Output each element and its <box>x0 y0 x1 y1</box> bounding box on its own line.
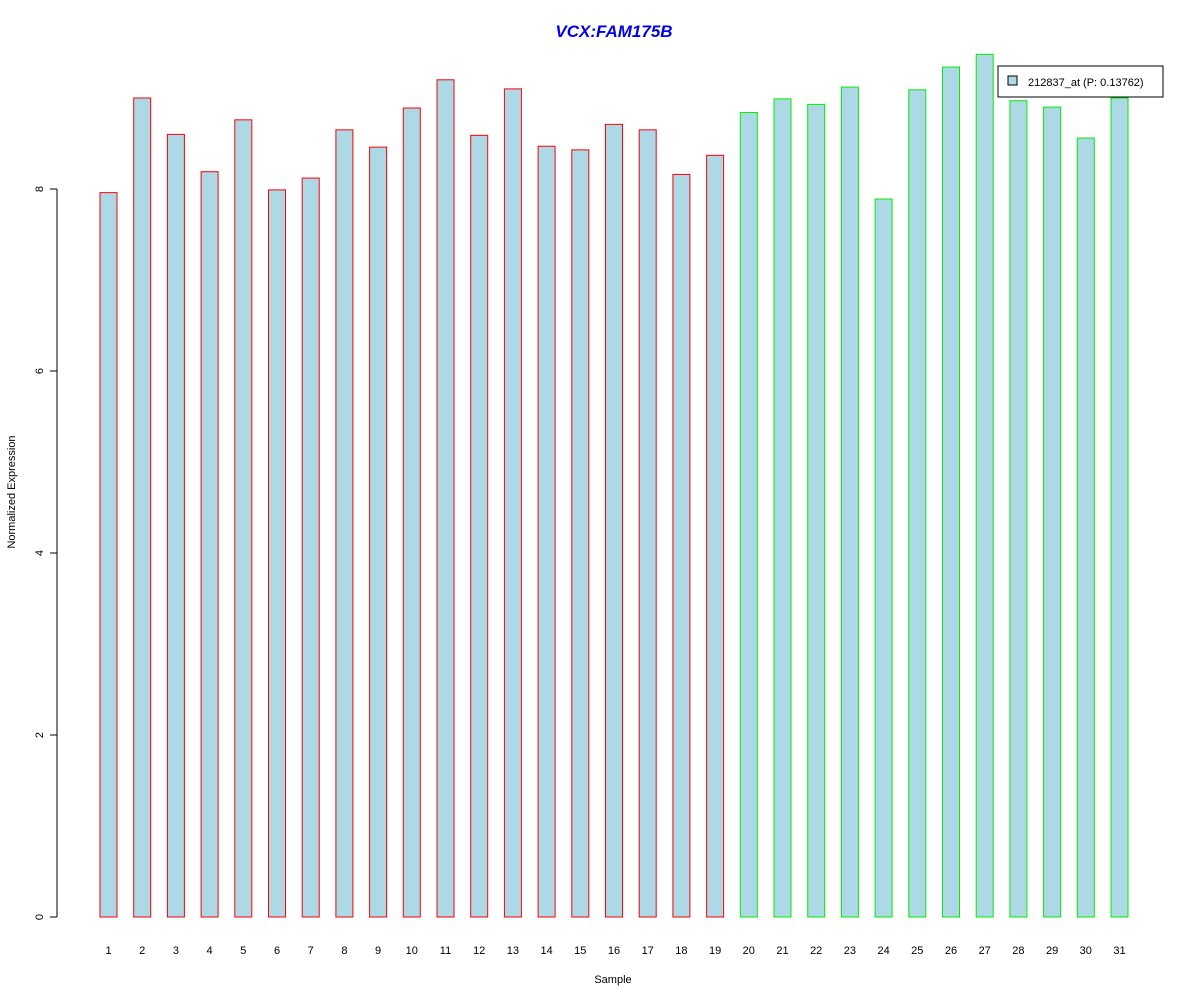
x-tick-label: 28 <box>1012 945 1024 957</box>
bar-sample-20 <box>739 112 758 918</box>
x-tick-label: 9 <box>375 945 381 957</box>
bar-sample-12 <box>470 134 489 918</box>
y-tick-label: 2 <box>34 732 46 738</box>
x-tick-label: 26 <box>945 945 957 957</box>
bar-sample-27 <box>975 53 994 918</box>
x-tick-label: 19 <box>709 945 721 957</box>
bar-sample-24 <box>874 198 893 918</box>
y-axis: 0 2 4 6 8 <box>34 186 58 920</box>
y-axis-label: Normalized Expression <box>6 435 18 548</box>
x-tick-label: 18 <box>675 945 687 957</box>
y-tick-label: 6 <box>34 368 46 374</box>
bar-sample-15 <box>571 149 590 918</box>
x-tick-label: 30 <box>1080 945 1092 957</box>
x-tick-label: 16 <box>608 945 620 957</box>
bar-sample-11 <box>436 79 455 918</box>
x-tick-label: 3 <box>173 945 179 957</box>
bar-sample-25 <box>908 89 927 918</box>
x-tick-label: 27 <box>979 945 991 957</box>
x-tick-label: 25 <box>911 945 923 957</box>
legend-swatch <box>1007 75 1018 86</box>
legend: 212837_at (P: 0.13762) <box>997 65 1164 98</box>
x-tick-label: 11 <box>440 945 451 957</box>
x-tick-label: 8 <box>341 945 347 957</box>
bar-sample-19 <box>706 154 725 918</box>
x-tick-label: 5 <box>240 945 246 957</box>
bar-sample-28 <box>1009 100 1028 918</box>
bar-sample-9 <box>369 146 388 918</box>
chart-title: VCX:FAM175B <box>555 22 672 41</box>
bar-sample-2 <box>133 97 152 918</box>
x-tick-label: 10 <box>406 945 418 957</box>
x-tick-label: 4 <box>207 945 213 957</box>
bar-sample-14 <box>537 145 556 918</box>
x-tick-label: 31 <box>1113 945 1125 957</box>
x-tick-label: 29 <box>1046 945 1058 957</box>
x-tick-label: 21 <box>776 945 788 957</box>
bar-sample-8 <box>335 129 354 918</box>
bar-sample-1 <box>99 192 118 918</box>
x-tick-label: 6 <box>274 945 280 957</box>
bar-sample-5 <box>234 119 253 918</box>
legend-box <box>997 65 1164 98</box>
x-tick-label: 15 <box>574 945 586 957</box>
y-tick-label: 0 <box>34 914 46 920</box>
x-tick-label: 1 <box>105 945 111 957</box>
x-tick-label: 22 <box>810 945 822 957</box>
bar-sample-6 <box>268 189 286 918</box>
bar-sample-3 <box>166 133 185 918</box>
bar-sample-21 <box>773 98 792 918</box>
x-tick-label: 12 <box>473 945 485 957</box>
bar-sample-13 <box>503 88 522 918</box>
x-tick-label: 24 <box>877 945 889 957</box>
x-tick-label: 2 <box>139 945 145 957</box>
bars <box>99 53 1129 918</box>
bar-sample-26 <box>942 66 960 918</box>
bar-sample-4 <box>200 171 219 918</box>
x-tick-label: 14 <box>540 945 552 957</box>
legend-entry-label: 212837_at (P: 0.13762) <box>1028 77 1144 89</box>
x-tick-labels: 1 2 3 4 5 6 7 8 9 10 11 12 13 14 15 16 17 18 19 20 21 22 23 24 2… <box>105 945 1125 957</box>
y-tick-label: 8 <box>34 186 46 192</box>
bar-sample-10 <box>402 107 421 918</box>
x-tick-label: 20 <box>743 945 755 957</box>
bar-sample-29 <box>1043 106 1062 918</box>
bar-sample-22 <box>807 103 826 918</box>
y-tick-label: 4 <box>34 550 46 556</box>
bar-sample-18 <box>672 173 691 918</box>
bar-sample-23 <box>840 86 859 918</box>
x-tick-label: 13 <box>507 945 519 957</box>
bar-sample-31 <box>1110 97 1129 918</box>
bar-sample-16 <box>605 123 623 918</box>
x-axis-label: Sample <box>594 974 631 986</box>
x-tick-label: 17 <box>642 945 654 957</box>
bar-sample-30 <box>1076 137 1095 918</box>
bar-sample-17 <box>638 129 657 918</box>
bar-sample-7 <box>301 177 320 918</box>
x-tick-label: 23 <box>844 945 856 957</box>
x-tick-label: 7 <box>308 945 314 957</box>
